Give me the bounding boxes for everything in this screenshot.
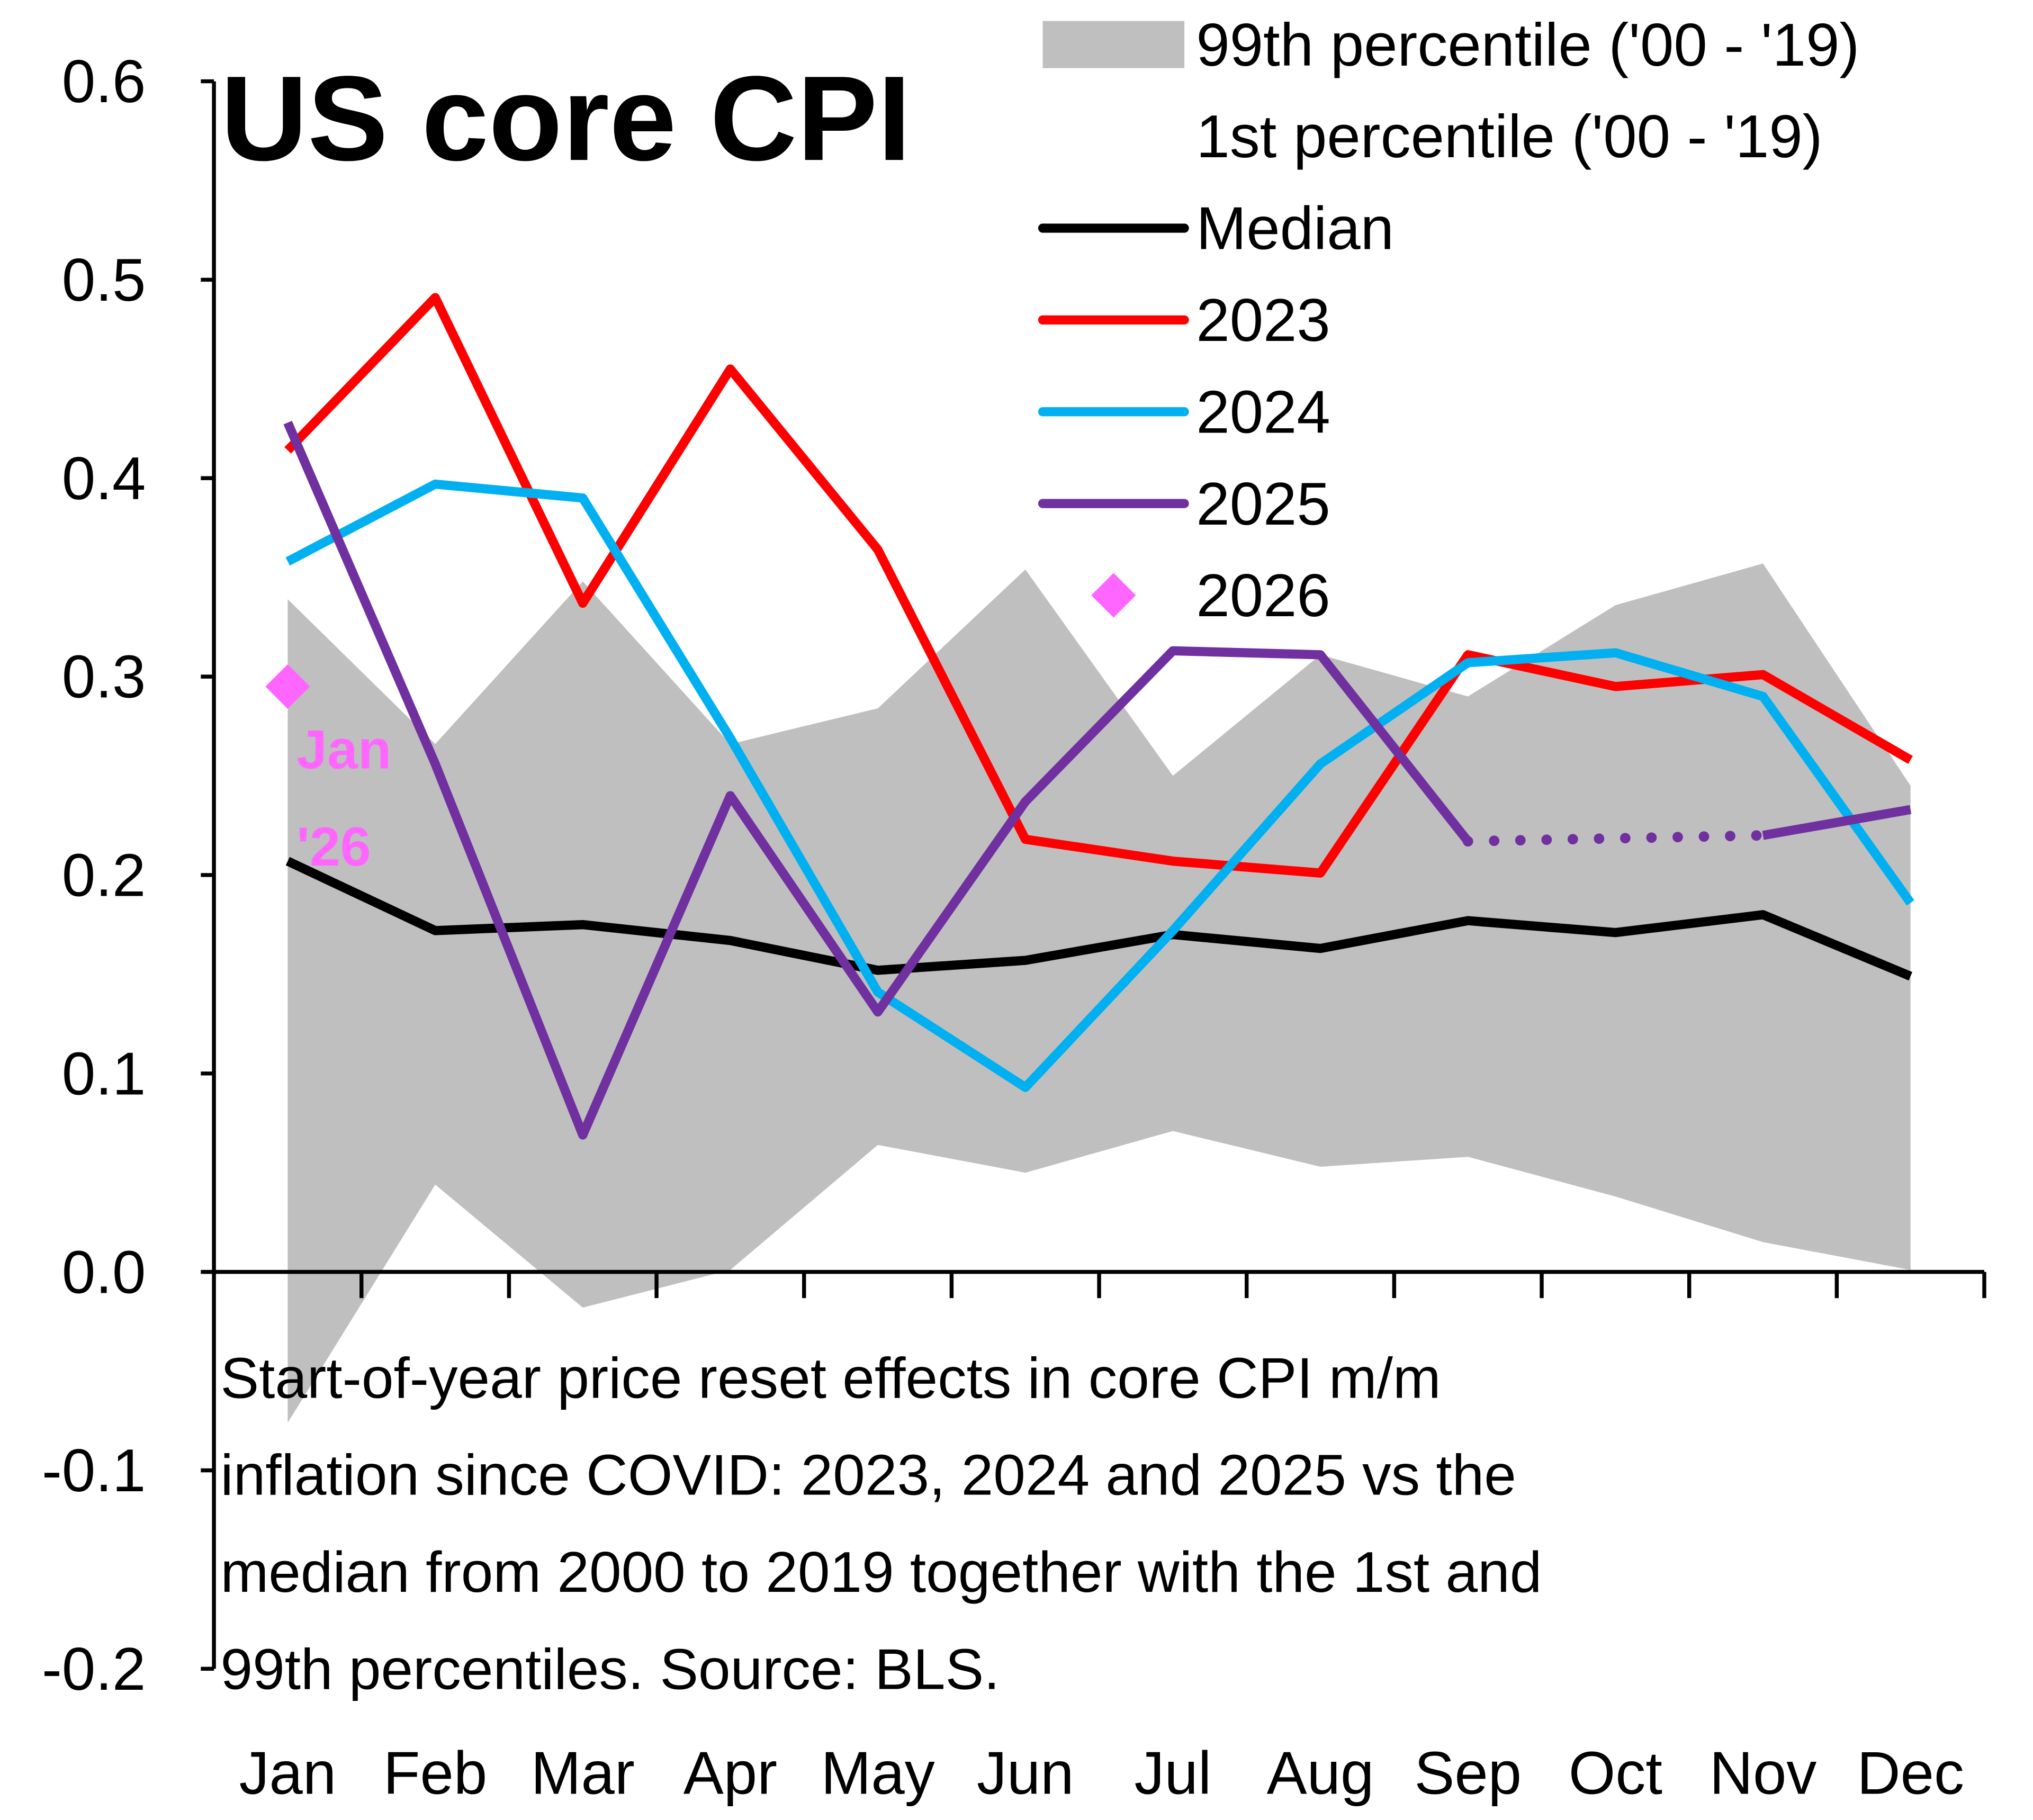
- legend: 99th percentile ('00 - '19) 1st percentil…: [1038, 12, 1859, 629]
- caption-line-2: inflation since COVID: 2023, 2024 and 20…: [220, 1443, 1516, 1508]
- y-tick-label: 0.0: [62, 1239, 146, 1306]
- series-line-2024: [285, 479, 1914, 1092]
- y-tick-label: -0.2: [42, 1636, 146, 1703]
- legend-label-2025: 2025: [1196, 471, 1330, 538]
- percentile-band: [287, 563, 1911, 1423]
- chart-title: US core CPI: [220, 51, 911, 186]
- caption-line-3: median from 2000 to 2019 together with t…: [220, 1540, 1542, 1605]
- legend-label-2024: 2024: [1196, 379, 1330, 446]
- legend-label-median: Median: [1196, 195, 1394, 263]
- y-tick-label: 0.6: [62, 48, 146, 115]
- x-tick-label: Nov: [1710, 1740, 1817, 1807]
- jan26-annotation: Jan '26: [296, 719, 391, 877]
- x-tick-label: Sep: [1414, 1740, 1522, 1807]
- y-tick-label: 0.5: [62, 247, 146, 314]
- y-tick-label: 0.2: [62, 842, 146, 909]
- x-tick-label: Jun: [977, 1740, 1074, 1807]
- series-lines-layer: [265, 293, 1914, 1140]
- legend-swatch-99th: [1042, 21, 1185, 68]
- caption: Start-of-year price reset effects in cor…: [220, 1346, 1542, 1701]
- series-line-2023: [284, 293, 1913, 878]
- y-tick-label: 0.3: [62, 644, 146, 711]
- series-line-median: [285, 857, 1912, 981]
- caption-line-4: 99th percentiles. Source: BLS.: [220, 1637, 1000, 1701]
- y-tick-label: -0.1: [42, 1437, 146, 1504]
- x-tick-label: May: [821, 1740, 934, 1807]
- x-tick-label: Jul: [1135, 1740, 1212, 1807]
- axes: 0.6 0.5 0.4 0.3 0.2 0.1 0.0 -0.1 -0.2 Jan Feb Mar Ap…: [42, 48, 1986, 1807]
- x-tick-label: Feb: [383, 1740, 487, 1807]
- legend-swatch-2026: [1091, 573, 1136, 618]
- legend-label-1st: 1st percentile ('00 - '19): [1196, 103, 1822, 170]
- x-tick-label: Aug: [1267, 1740, 1374, 1807]
- caption-line-1: Start-of-year price reset effects in cor…: [220, 1346, 1441, 1410]
- annotation-line-1: Jan: [296, 719, 391, 780]
- x-tick-label: Jan: [239, 1740, 337, 1807]
- y-tick-label: 0.1: [62, 1040, 146, 1107]
- x-tick-label: Apr: [683, 1740, 777, 1807]
- x-tick-label: Mar: [531, 1740, 635, 1807]
- series-line-2025: [1762, 805, 1912, 840]
- annotation-line-2: '26: [296, 816, 371, 878]
- series-line-2025-dotted: [1462, 830, 1768, 847]
- y-tick-label: 0.4: [62, 445, 146, 512]
- percentile-band-layer: [287, 563, 1911, 1423]
- x-tick-label: Oct: [1569, 1740, 1662, 1807]
- legend-label-99th: 99th percentile ('00 - '19): [1196, 12, 1859, 79]
- x-tick-label: Dec: [1857, 1740, 1964, 1807]
- legend-label-2026: 2026: [1196, 562, 1330, 629]
- series-line-2025: [283, 420, 1472, 1140]
- data-point-2026: [265, 664, 310, 709]
- legend-label-2023: 2023: [1196, 287, 1330, 354]
